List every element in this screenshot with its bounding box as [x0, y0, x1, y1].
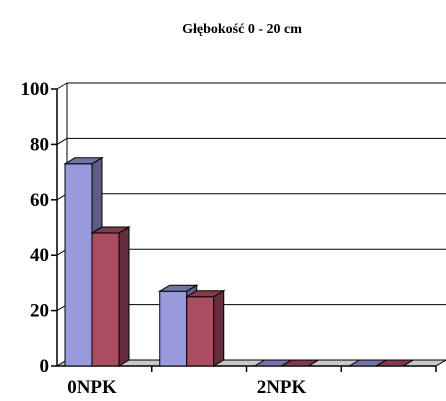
y-tick-label: 80: [30, 134, 49, 155]
bar-front: [186, 296, 215, 367]
bar: [184, 289, 226, 367]
bar: [374, 359, 416, 367]
y-tick-label: 60: [30, 190, 49, 211]
bars: [63, 156, 416, 367]
bar: [90, 226, 131, 367]
bar-front: [64, 163, 93, 367]
bar: [279, 359, 321, 367]
labels: 0 20 40 60 80 100 0NPK 2NPK: [21, 79, 307, 398]
bar-front: [159, 290, 188, 367]
bar-side: [118, 226, 130, 367]
y-tick-label: 40: [30, 245, 49, 266]
bar-front: [91, 232, 120, 367]
gridline-depth: [56, 137, 68, 145]
gridlines: [56, 82, 446, 367]
y-tick-label: 20: [30, 301, 49, 322]
bar-side: [213, 289, 225, 367]
bar-side: [402, 359, 414, 367]
chart-title: Głębokość 0 - 20 cm: [182, 22, 302, 37]
y-tick-label: 100: [21, 79, 50, 100]
gridline-depth: [56, 82, 68, 90]
x-category-label: 2NPK: [257, 377, 307, 398]
x-category-label: 0NPK: [67, 377, 117, 398]
bar-side: [308, 359, 319, 367]
y-tick-label: 0: [40, 356, 50, 377]
